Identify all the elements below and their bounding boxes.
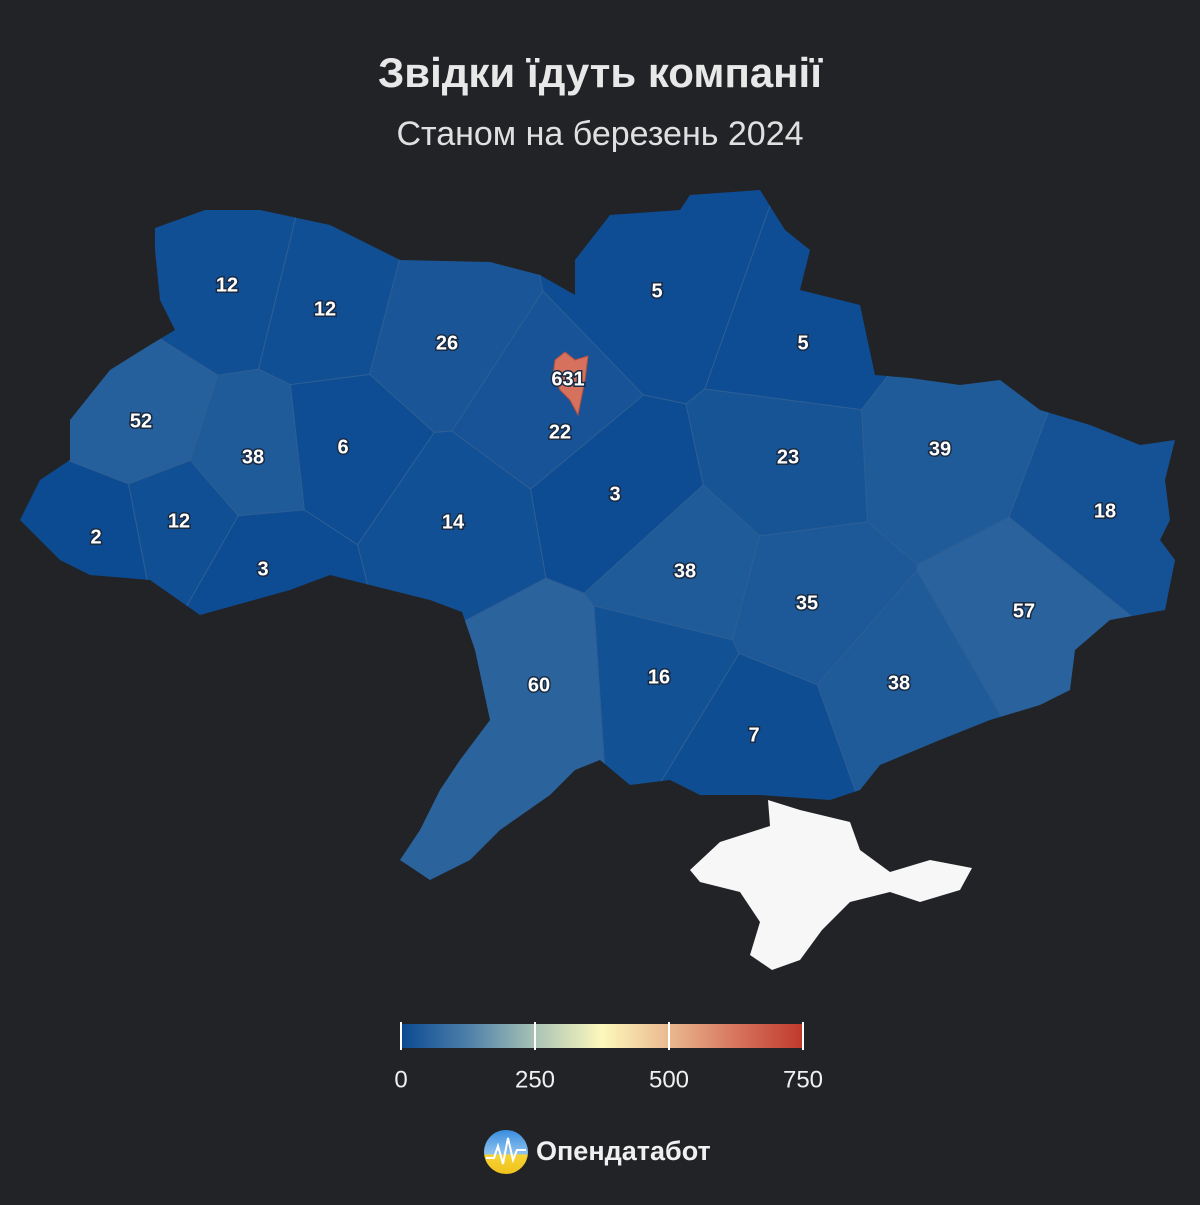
- region-label: 2: [90, 526, 101, 548]
- colorbar-tick-label: 500: [649, 1066, 689, 1093]
- region: [243, 577, 612, 880]
- region-label: 631: [551, 368, 584, 390]
- region-label: 38: [674, 560, 696, 582]
- region-label: 12: [216, 274, 238, 296]
- region-label: 3: [609, 483, 620, 505]
- region-label: 26: [436, 332, 458, 354]
- region-label: 5: [651, 280, 662, 302]
- region-label: 38: [242, 446, 264, 468]
- brand: Опендатабот: [536, 1136, 711, 1166]
- colorbar-ticks: 0 250 500 750: [394, 1022, 823, 1093]
- colorbar-tick-label: 750: [783, 1066, 823, 1093]
- colorbar: [401, 1024, 803, 1048]
- brand-logo-line: [486, 1137, 526, 1165]
- labels: 12 12 26 631 22 5 5 52 38 6 14 3 23 39 18 2 12 3 38 35 57 60 1…: [89, 273, 1118, 748]
- region-label: 14: [442, 511, 465, 533]
- region-label: 6: [337, 436, 348, 458]
- region-label: 3: [257, 558, 268, 580]
- region-label: 7: [748, 724, 759, 746]
- region-label: 52: [130, 410, 152, 432]
- colorbar-tick-label: 0: [394, 1066, 407, 1093]
- colorbar-tick-label: 250: [515, 1066, 555, 1093]
- subtitle: Станом на березень 2024: [396, 115, 803, 153]
- region-label: 12: [314, 298, 336, 320]
- region-label: 39: [929, 438, 951, 460]
- region-label: 60: [528, 674, 550, 696]
- region-label: 23: [777, 446, 799, 468]
- region-label: 16: [648, 666, 670, 688]
- region-label: 5: [797, 332, 808, 354]
- region-label: 22: [549, 421, 571, 443]
- region-label: 38: [888, 672, 910, 694]
- region-label: 12: [168, 510, 190, 532]
- region-city: [552, 351, 589, 417]
- crimea: [690, 800, 972, 970]
- title: Звідки їдуть компанії: [378, 49, 823, 96]
- region: [93, 509, 388, 880]
- region-label: 18: [1094, 500, 1116, 522]
- region-label: 57: [1013, 600, 1035, 622]
- region-label: 35: [796, 592, 818, 614]
